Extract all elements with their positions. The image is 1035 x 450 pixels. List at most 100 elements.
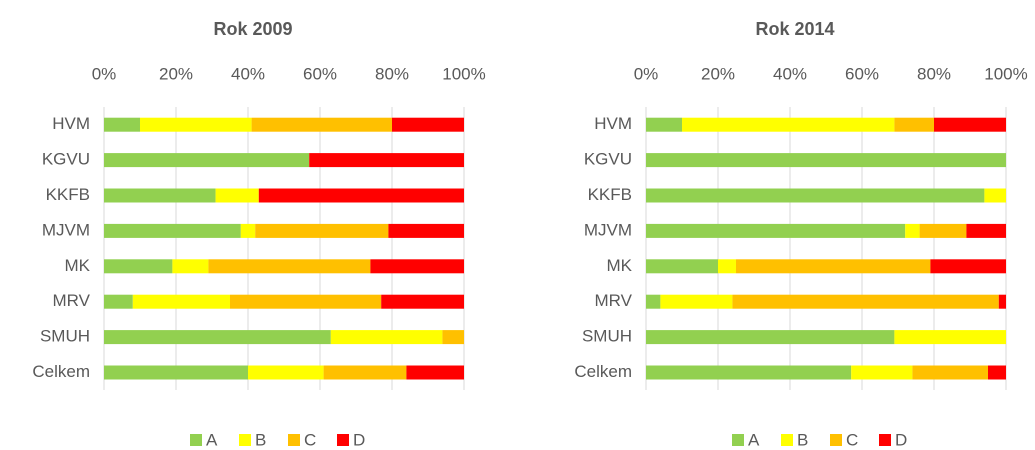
bar-segment — [215, 188, 259, 203]
bar-segment — [381, 294, 464, 309]
bar-segment — [104, 294, 133, 309]
x-tick-label: 0% — [92, 64, 117, 83]
bar-segment — [442, 330, 464, 345]
x-tick-label: 60% — [303, 64, 337, 83]
chart-title: Rok 2009 — [213, 19, 292, 39]
legend-swatch — [190, 434, 202, 446]
bar-segment — [388, 223, 464, 238]
y-tick-label: KGVU — [42, 150, 90, 169]
y-tick-label: MK — [65, 256, 91, 275]
bar-segment — [851, 365, 913, 380]
legend-label: A — [748, 430, 760, 449]
bar-segment — [646, 153, 1006, 168]
bar-segment — [646, 223, 906, 238]
x-tick-label: 20% — [159, 64, 193, 83]
y-tick-label: HVM — [594, 114, 632, 133]
bar-segment — [140, 117, 252, 132]
bar-segment — [736, 259, 931, 274]
bar-segment — [258, 188, 464, 203]
bar-segment — [988, 365, 1006, 380]
y-tick-label: MJVM — [584, 220, 632, 239]
legend-swatch — [337, 434, 349, 446]
bar-segment — [104, 330, 331, 345]
bar-segment — [251, 117, 392, 132]
bar-segment — [894, 330, 1006, 345]
y-tick-label: MJVM — [42, 220, 90, 239]
bar-segment — [330, 330, 443, 345]
y-tick-label: KKFB — [588, 185, 632, 204]
bar-segment — [309, 153, 464, 168]
legend-label: C — [304, 430, 316, 449]
y-tick-label: MRV — [595, 291, 633, 310]
bar-segment — [104, 153, 310, 168]
bar-segment — [104, 117, 140, 132]
y-tick-label: Celkem — [574, 362, 632, 381]
bar-segment — [905, 223, 920, 238]
bar-segment — [370, 259, 464, 274]
y-tick-label: SMUH — [40, 327, 90, 346]
bar-segment — [230, 294, 382, 309]
legend-swatch — [781, 434, 793, 446]
x-tick-label: 60% — [845, 64, 879, 83]
legend-swatch — [288, 434, 300, 446]
y-tick-label: SMUH — [582, 327, 632, 346]
y-tick-label: MK — [607, 256, 633, 275]
bar-segment — [646, 117, 682, 132]
bar-segment — [132, 294, 230, 309]
bar-segment — [718, 259, 736, 274]
bar-segment — [240, 223, 256, 238]
bar-segment — [646, 259, 718, 274]
bar-segment — [646, 330, 895, 345]
bar-segment — [248, 365, 324, 380]
legend-label: B — [255, 430, 266, 449]
legend-label: D — [353, 430, 365, 449]
legend-swatch — [732, 434, 744, 446]
bar-segment — [646, 188, 985, 203]
bar-segment — [392, 117, 464, 132]
bar-segment — [172, 259, 209, 274]
bar-segment — [104, 259, 173, 274]
bar-segment — [660, 294, 733, 309]
bar-segment — [919, 223, 967, 238]
x-tick-label: 80% — [375, 64, 409, 83]
bar-segment — [104, 188, 216, 203]
y-tick-label: Celkem — [32, 362, 90, 381]
legend-label: B — [797, 430, 808, 449]
bar-segment — [406, 365, 464, 380]
y-tick-label: HVM — [52, 114, 90, 133]
bar-segment — [323, 365, 407, 380]
bar-segment — [732, 294, 999, 309]
x-tick-label: 40% — [773, 64, 807, 83]
bar-segment — [208, 259, 371, 274]
bar-segment — [930, 259, 1006, 274]
y-tick-label: KKFB — [46, 185, 90, 204]
bar-segment — [104, 365, 248, 380]
bar-segment — [646, 365, 852, 380]
chart-title: Rok 2014 — [755, 19, 834, 39]
y-tick-label: KGVU — [584, 150, 632, 169]
y-tick-label: MRV — [53, 291, 91, 310]
x-tick-label: 100% — [984, 64, 1027, 83]
legend-label: D — [895, 430, 907, 449]
x-tick-label: 0% — [634, 64, 659, 83]
bar-segment — [966, 223, 1006, 238]
bar-segment — [912, 365, 988, 380]
legend-swatch — [879, 434, 891, 446]
x-tick-label: 80% — [917, 64, 951, 83]
bar-segment — [934, 117, 1006, 132]
legend-swatch — [830, 434, 842, 446]
x-tick-label: 20% — [701, 64, 735, 83]
bar-segment — [104, 223, 241, 238]
legend-swatch — [239, 434, 251, 446]
x-tick-label: 40% — [231, 64, 265, 83]
bar-segment — [255, 223, 389, 238]
legend-label: C — [846, 430, 858, 449]
bar-segment — [646, 294, 661, 309]
legend-label: A — [206, 430, 218, 449]
bar-segment — [682, 117, 895, 132]
x-tick-label: 100% — [442, 64, 485, 83]
bar-segment — [984, 188, 1006, 203]
bar-segment — [894, 117, 934, 132]
bar-segment — [998, 294, 1006, 309]
